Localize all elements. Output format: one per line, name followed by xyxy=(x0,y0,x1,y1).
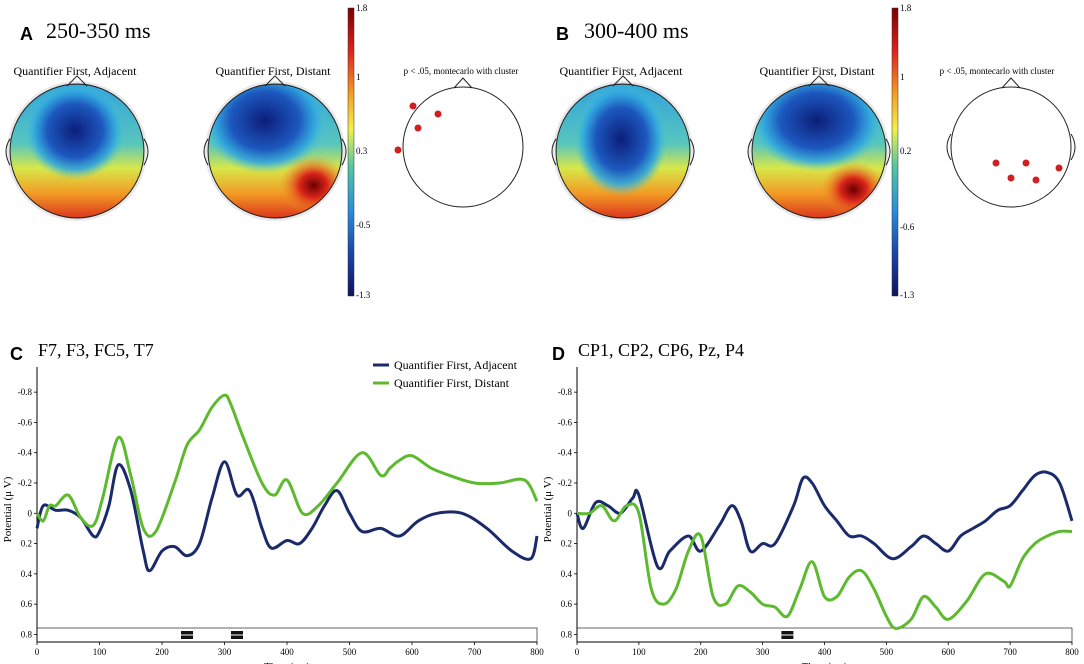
sig-electrode-b4 xyxy=(1032,176,1040,184)
chart-c-ytick-label-4: 0 xyxy=(28,508,33,518)
panel-a-title: 250-350 ms xyxy=(46,18,151,43)
chart-c-xtick-label-7: 700 xyxy=(468,647,482,657)
chart-d-xtick-label-6: 600 xyxy=(942,647,956,657)
panel-a-colorbar xyxy=(347,7,355,297)
chart-d: -0.8-0.6-0.4-0.200.20.40.60.80 100 200 300 4… xyxy=(542,367,1079,664)
chart-d-xtick-label-3: 300 xyxy=(756,647,770,657)
panel-a-cbar-label-2: 1 xyxy=(356,72,361,82)
panel-b-cbar-label-4: -0.6 xyxy=(900,222,915,232)
panel-b-letter: B xyxy=(556,24,569,44)
chart-c-ytick-label-8: 0.8 xyxy=(21,629,33,639)
chart-d-x-axis-label: Time (ms) xyxy=(802,661,848,664)
chart-c-xtick-label-3: 300 xyxy=(218,647,232,657)
chart-c-ytick-label-5: 0.2 xyxy=(21,539,32,549)
chart-d-ytick-label-5: 0.2 xyxy=(561,539,572,549)
panel-b-title: 300-400 ms xyxy=(584,18,689,43)
panel-a-topomap-adjacent xyxy=(5,75,149,221)
sig-electrode-a3 xyxy=(434,110,442,118)
chart-d-xtick-label-5: 500 xyxy=(880,647,894,657)
chart-c-series-distant xyxy=(35,393,539,538)
chart-c: -0.8-0.6-0.4-0.200.20.40.60.80 100 200 300 4… xyxy=(2,358,544,664)
panel-a-letter: A xyxy=(20,24,33,44)
chart-c-legend-label-0: Quantifier First, Adjacent xyxy=(394,358,518,372)
sig-electrode-b2 xyxy=(1022,159,1030,167)
panel-b-cbar-label-5: -1.3 xyxy=(900,290,915,300)
chart-d-ytick-label-8: 0.8 xyxy=(561,629,573,639)
chart-c-ytick-label-3: -0.2 xyxy=(18,478,32,488)
panel-b-significance-head xyxy=(946,77,1076,208)
chart-d-ytick-label-1: -0.6 xyxy=(558,417,573,427)
panel-b-topomap-adjacent xyxy=(551,75,695,221)
panel-a-topomap-distant xyxy=(203,75,347,221)
chart-c-xtick-label-4: 400 xyxy=(280,647,294,657)
sig-electrode-b1 xyxy=(992,159,1000,167)
chart-c-xtick-label-6: 600 xyxy=(405,647,419,657)
panel-d-title: CP1, CP2, CP6, Pz, P4 xyxy=(578,340,745,360)
chart-c-ytick-label-0: -0.8 xyxy=(18,387,33,397)
chart-d-y-axis-label: Potential (μ V) xyxy=(542,476,554,542)
panel-b-cbar-label-2: 1 xyxy=(900,72,905,82)
chart-c-xtick-label-8: 800 xyxy=(530,647,544,657)
sig-electrode-b3 xyxy=(1007,174,1015,182)
panel-a-map-adjacent-title: Quantifier First, Adjacent xyxy=(13,64,137,78)
panel-c-letter: C xyxy=(10,344,23,364)
panel-b-topomap-distant xyxy=(747,75,891,221)
chart-c-xtick-label-1: 100 xyxy=(93,647,107,657)
sig-electrode-a2 xyxy=(414,124,422,132)
chart-c-x-axis-label: Time (ms) xyxy=(264,661,310,664)
chart-d-xtick-label-2: 200 xyxy=(694,647,708,657)
chart-d-sig-strip xyxy=(576,627,1073,643)
chart-c-xtick-label-0: 0 xyxy=(35,647,40,657)
panel-d-letter: D xyxy=(552,344,565,364)
chart-d-ytick-label-7: 0.6 xyxy=(561,599,573,609)
chart-c-xtick-label-2: 200 xyxy=(155,647,169,657)
chart-d-xtick-label-0: 0 xyxy=(575,647,580,657)
panel-a-significance-head xyxy=(394,77,524,208)
chart-c-legend-label-1: Quantifier First, Distant xyxy=(394,376,510,390)
panel-a-map-distant-title: Quantifier First, Distant xyxy=(215,64,331,78)
chart-d-ytick-label-6: 0.4 xyxy=(561,569,573,579)
panel-a-cbar-label-1: 1.8 xyxy=(356,3,368,13)
panel-b-significance-title: p < .05, montecarlo with cluster xyxy=(939,66,1055,76)
panel-c-title: F7, F3, FC5, T7 xyxy=(38,340,154,360)
chart-d-series-distant xyxy=(576,502,1073,630)
chart-d-ytick-label-2: -0.4 xyxy=(558,448,573,458)
panel-b-map-adjacent-title: Quantifier First, Adjacent xyxy=(559,64,683,78)
chart-d-xtick-label-4: 400 xyxy=(818,647,832,657)
panel-b-colorbar xyxy=(891,7,899,297)
chart-d-xtick-label-7: 700 xyxy=(1003,647,1017,657)
chart-c-ytick-label-7: 0.6 xyxy=(21,599,33,609)
panel-b-cbar-label-1: 1.8 xyxy=(900,3,912,13)
chart-d-series-adjacent xyxy=(575,470,1074,571)
chart-d-ytick-label-3: -0.2 xyxy=(558,478,572,488)
chart-c-ytick-label-1: -0.6 xyxy=(18,417,33,427)
panel-a-cbar-label-3: 0.3 xyxy=(356,146,368,156)
panel-b-cbar-label-3: 0.2 xyxy=(900,146,912,156)
chart-c-sig-strip xyxy=(36,627,538,643)
chart-c-ytick-label-6: 0.4 xyxy=(21,569,33,579)
panel-b-map-distant-title: Quantifier First, Distant xyxy=(759,64,875,78)
panel-a-cbar-label-4: -0.5 xyxy=(356,220,371,230)
chart-c-xtick-label-5: 500 xyxy=(343,647,357,657)
sig-electrode-a4 xyxy=(394,146,402,154)
chart-d-ytick-label-0: -0.8 xyxy=(558,387,573,397)
sig-electrode-b5 xyxy=(1055,164,1063,172)
chart-d-ytick-label-4: 0 xyxy=(568,508,573,518)
chart-d-xtick-label-8: 800 xyxy=(1065,647,1079,657)
chart-c-ytick-label-2: -0.4 xyxy=(18,448,33,458)
chart-c-series-adjacent xyxy=(35,460,539,573)
panel-a-significance-title: p < .05, montecarlo with cluster xyxy=(403,66,519,76)
chart-c-y-axis-label: Potential (μ V) xyxy=(2,476,14,542)
chart-d-xtick-label-1: 100 xyxy=(632,647,646,657)
panel-a-cbar-label-5: -1.3 xyxy=(356,290,371,300)
sig-electrode-a1 xyxy=(409,102,417,110)
